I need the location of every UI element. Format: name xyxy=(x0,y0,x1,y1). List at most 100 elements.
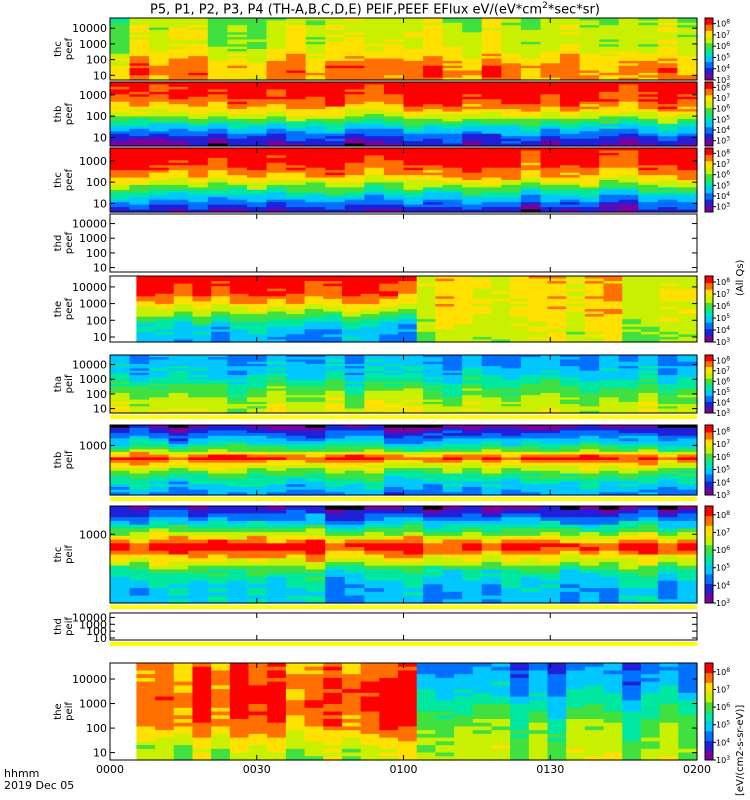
heatmap-cell xyxy=(462,32,483,36)
heatmap-cell xyxy=(246,197,268,201)
heatmap-cell xyxy=(501,473,522,477)
heatmap-cell xyxy=(168,425,189,429)
heatmap-cell xyxy=(638,375,659,378)
heatmap-cell xyxy=(246,381,268,385)
heatmap-cell xyxy=(344,386,365,390)
heatmap-cell xyxy=(481,131,502,135)
heatmap-cell xyxy=(481,192,502,196)
heatmap-cell xyxy=(110,468,131,472)
heatmap-cell xyxy=(286,167,307,171)
heatmap-cell xyxy=(304,301,324,305)
heatmap-cell xyxy=(584,319,605,323)
heatmap-cell xyxy=(481,375,502,378)
heatmap-cell xyxy=(618,143,639,147)
heatmap-cell xyxy=(168,465,189,469)
heatmap-cell xyxy=(481,366,502,369)
heatmap-cell xyxy=(416,301,436,305)
heatmap-cell xyxy=(603,281,623,285)
heatmap-cell xyxy=(403,406,424,410)
heatmap-cell xyxy=(110,478,131,483)
heatmap-cell xyxy=(207,86,228,90)
heatmap-cell xyxy=(659,334,679,338)
heatmap-cell xyxy=(227,379,248,383)
heatmap-cell xyxy=(325,408,346,412)
colorbar-cell xyxy=(705,289,713,292)
colorbar-frame xyxy=(704,147,714,213)
heatmap-cell xyxy=(403,489,424,493)
heatmap-cell xyxy=(323,288,343,292)
heatmap-cell xyxy=(188,454,209,458)
heatmap-cell xyxy=(364,390,385,394)
heatmap-cell xyxy=(188,399,209,403)
heatmap-cell xyxy=(423,96,444,100)
heatmap-cell xyxy=(416,314,436,318)
heatmap-cell xyxy=(266,473,287,477)
heatmap-cell xyxy=(416,321,436,325)
heatmap-cell xyxy=(383,114,405,118)
heatmap-cell xyxy=(442,34,463,38)
heatmap-cell xyxy=(188,56,209,60)
colorbar-cell xyxy=(705,66,713,69)
heatmap-cell xyxy=(266,363,287,367)
colorbar-cell xyxy=(705,157,713,160)
heatmap-cell xyxy=(520,202,542,206)
colorbar-tick-exponent: 5 xyxy=(726,387,730,394)
heatmap-cell xyxy=(325,155,346,159)
heatmap-cell xyxy=(481,32,502,36)
heatmap-cell xyxy=(383,484,405,488)
heatmap-cell xyxy=(454,329,474,333)
heatmap-cell xyxy=(560,441,581,445)
heatmap-cell xyxy=(155,309,175,313)
heatmap-cell xyxy=(462,111,483,115)
heatmap-cell xyxy=(286,82,307,86)
heatmap-cell xyxy=(188,46,209,50)
heatmap-cell xyxy=(110,388,131,392)
heatmap-cell xyxy=(677,34,698,38)
heatmap-cell xyxy=(286,53,307,57)
colorbar-tick-exponent: 3 xyxy=(726,75,730,82)
heatmap-cell xyxy=(442,430,463,434)
heatmap-cell xyxy=(540,152,561,156)
heatmap-cell xyxy=(246,379,268,383)
heatmap-cell xyxy=(207,126,228,130)
heatmap-cell xyxy=(344,128,365,132)
heatmap-cell xyxy=(168,34,189,38)
heatmap-cell xyxy=(584,281,605,285)
colorbar-cell xyxy=(705,381,713,384)
heatmap-cell xyxy=(129,53,150,57)
heatmap-cell xyxy=(149,104,170,108)
heatmap-cell xyxy=(323,329,343,333)
panel-frame xyxy=(109,213,698,273)
colorbar-tick-exponent: 4 xyxy=(726,64,730,71)
heatmap-cell xyxy=(207,114,228,118)
heatmap-cell xyxy=(149,433,170,437)
heatmap-cell xyxy=(579,197,600,201)
heatmap-cell xyxy=(110,177,131,181)
heatmap-cell xyxy=(325,443,346,448)
heatmap-cell xyxy=(286,192,307,196)
colorbar-tick-base: 10 xyxy=(716,83,726,92)
heatmap-cell xyxy=(149,427,170,431)
heatmap-cell xyxy=(227,457,248,461)
heatmap-cell xyxy=(599,162,620,166)
colorbar-cell xyxy=(705,85,713,88)
heatmap-cell xyxy=(599,27,620,31)
heatmap-cell xyxy=(325,94,346,98)
colorbar-cell xyxy=(705,401,713,404)
heatmap-cell xyxy=(618,406,639,410)
heatmap-cell xyxy=(462,401,483,405)
heatmap-cell xyxy=(599,49,620,52)
heatmap-cell xyxy=(266,175,287,179)
heatmap-cell xyxy=(540,388,561,392)
heatmap-cell xyxy=(472,301,493,305)
colorbar-tick-label: 108 xyxy=(716,277,730,287)
heatmap-cell xyxy=(618,187,639,191)
heatmap-cell xyxy=(560,94,581,98)
heatmap-cell xyxy=(168,209,189,213)
heatmap-cell xyxy=(579,202,600,206)
heatmap-cell xyxy=(364,476,385,480)
heatmap-cell xyxy=(603,324,623,328)
heatmap-cell xyxy=(540,25,561,29)
heatmap-cell xyxy=(344,109,365,113)
